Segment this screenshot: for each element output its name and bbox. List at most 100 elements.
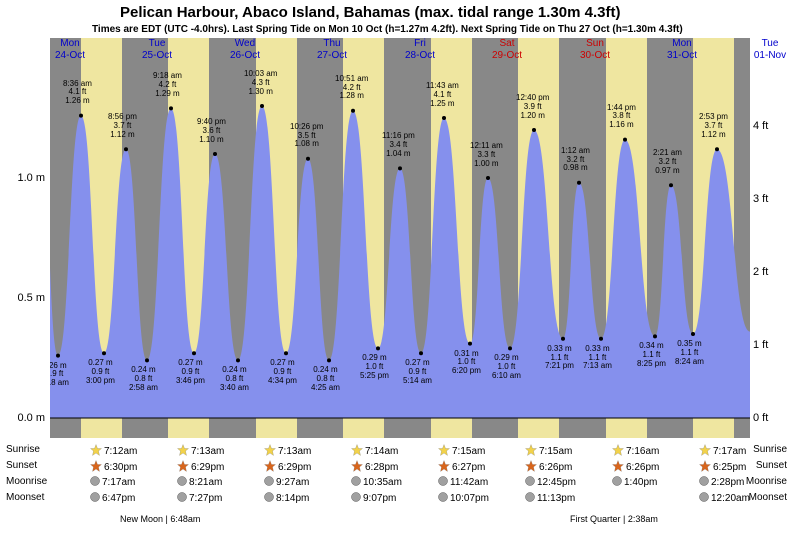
ephemeris-cell: 11:13pm (525, 492, 612, 505)
tide-point-label: 0.24 m0.8 ft2:58 am (129, 366, 158, 392)
ephemeris-cell: 6:27pm (438, 460, 525, 475)
y-axis-right-tick: 1 ft (753, 339, 783, 351)
ephemeris-cell: 6:28pm (351, 460, 438, 475)
ephemeris-cell: 7:17am (90, 476, 177, 489)
tide-point-label: 0.33 m1.1 ft7:13 am (583, 345, 612, 371)
new-moon-note: New Moon | 6:48am (120, 514, 200, 524)
ephemeris-cell: 6:25pm (699, 460, 786, 475)
row-label-left: Moonset (6, 492, 44, 503)
moon-icon (525, 476, 535, 489)
date-header: Tue01-Nov (740, 38, 793, 62)
first-quarter-note: First Quarter | 2:38am (570, 514, 658, 524)
ephemeris-cell: 10:35am (351, 476, 438, 489)
moon-icon (90, 476, 100, 489)
y-axis-right-tick: 2 ft (753, 266, 783, 278)
tide-point-label: 9:40 pm3.6 ft1.10 m (197, 118, 226, 144)
tide-chart: Pelican Harbour, Abaco Island, Bahamas (… (0, 0, 793, 539)
date-header: Mon24-Oct (40, 38, 100, 62)
tide-point-label: 9:18 am4.2 ft1.29 m (153, 72, 182, 98)
tide-point-label: 8:56 pm3.7 ft1.12 m (108, 113, 137, 139)
ephemeris-cell: 7:17am (699, 444, 786, 459)
ephemeris-cell: 6:29pm (177, 460, 264, 475)
ephemeris-cell: 1:40pm (612, 476, 699, 489)
tide-point-label: 1:44 pm3.8 ft1.16 m (607, 104, 636, 130)
ephemeris-cell: 11:42am (438, 476, 525, 489)
sunrise-icon (699, 444, 711, 459)
sunrise-icon (438, 444, 450, 459)
tide-point-label: 0.31 m1.0 ft6:20 pm (452, 350, 481, 376)
y-axis-left-tick: 0.0 m (10, 412, 45, 424)
date-header: Sun30-Oct (565, 38, 625, 62)
y-axis-left-tick: 1.0 m (10, 172, 45, 184)
moon-icon (90, 492, 100, 505)
row-label-left: Moonrise (6, 476, 47, 487)
tide-point-label: 11:43 am4.1 ft1.25 m (426, 82, 459, 108)
tide-point-label: 12:40 pm3.9 ft1.20 m (516, 94, 549, 120)
ephemeris-cell: 10:07pm (438, 492, 525, 505)
date-header: Tue25-Oct (127, 38, 187, 62)
tide-point-label: 0.27 m0.9 ft5:14 am (403, 359, 432, 385)
chart-subtitle: Times are EDT (UTC -4.0hrs). Last Spring… (92, 24, 683, 35)
ephemeris-cell: 6:47pm (90, 492, 177, 505)
ephemeris-cell: 9:07pm (351, 492, 438, 505)
plot-area: 0.26 m0.9 ft2:18 am 8:36 am4.1 ft1.26 m 0.… (50, 38, 750, 438)
moon-icon (438, 492, 448, 505)
ephemeris-cell: 12:45pm (525, 476, 612, 489)
tide-point-label: 10:03 am4.3 ft1.30 m (244, 70, 277, 96)
ephemeris-cell: 6:30pm (90, 460, 177, 475)
tide-point-label: 0.26 m0.9 ft2:18 am (50, 362, 69, 388)
ephemeris-cell: 8:21am (177, 476, 264, 489)
ephemeris-cell: 9:27am (264, 476, 351, 489)
tide-point-label: 0.24 m0.8 ft3:40 am (220, 366, 249, 392)
tide-point-label: 1:12 am3.2 ft0.98 m (561, 147, 590, 173)
sunset-icon (612, 460, 624, 475)
ephemeris-cell: 12:20am (699, 492, 786, 505)
tide-point-label: 0.29 m1.0 ft5:25 pm (360, 354, 389, 380)
ephemeris-cell: 7:12am (90, 444, 177, 459)
moon-icon (612, 476, 622, 489)
sunset-icon (90, 460, 102, 475)
tide-point-label: 0.27 m0.9 ft3:46 pm (176, 359, 205, 385)
tide-point-label: 8:36 am4.1 ft1.26 m (63, 80, 92, 106)
ephemeris-cell: 7:15am (525, 444, 612, 459)
tide-point-label: 2:53 pm3.7 ft1.12 m (699, 113, 728, 139)
tide-point-label: 12:11 am3.3 ft1.00 m (470, 142, 503, 168)
sunset-icon (264, 460, 276, 475)
tide-point-label: 2:21 am3.2 ft0.97 m (653, 149, 682, 175)
moon-icon (351, 492, 361, 505)
date-header: Mon31-Oct (652, 38, 712, 62)
moon-icon (525, 492, 535, 505)
sunset-icon (438, 460, 450, 475)
moon-icon (264, 492, 274, 505)
ephemeris-cell: 6:26pm (525, 460, 612, 475)
sunrise-icon (525, 444, 537, 459)
date-header: Wed26-Oct (215, 38, 275, 62)
ephemeris-cell: 8:14pm (264, 492, 351, 505)
y-axis-right-tick: 4 ft (753, 120, 783, 132)
moon-icon (177, 476, 187, 489)
sunrise-icon (612, 444, 624, 459)
ephemeris-cell: 7:13am (177, 444, 264, 459)
tide-point-label: 10:26 pm3.5 ft1.08 m (290, 123, 323, 149)
sunrise-icon (351, 444, 363, 459)
moon-icon (438, 476, 448, 489)
chart-title: Pelican Harbour, Abaco Island, Bahamas (… (120, 4, 620, 21)
y-axis-left-tick: 0.5 m (10, 292, 45, 304)
sunset-icon (699, 460, 711, 475)
tide-point-label: 0.27 m0.9 ft4:34 pm (268, 359, 297, 385)
ephemeris-cell: 7:27pm (177, 492, 264, 505)
ephemeris-cell: 7:16am (612, 444, 699, 459)
sunrise-icon (264, 444, 276, 459)
tide-point-label: 0.33 m1.1 ft7:21 pm (545, 345, 574, 371)
moon-icon (264, 476, 274, 489)
moon-icon (351, 476, 361, 489)
ephemeris-cell: 6:26pm (612, 460, 699, 475)
tide-point-label: 0.27 m0.9 ft3:00 pm (86, 359, 115, 385)
date-header: Thu27-Oct (302, 38, 362, 62)
tide-point-label: 0.24 m0.8 ft4:25 am (311, 366, 340, 392)
sunset-icon (351, 460, 363, 475)
tide-point-label: 11:16 pm3.4 ft1.04 m (382, 132, 415, 158)
tide-point-label: 0.34 m1.1 ft8:25 pm (637, 342, 666, 368)
ephemeris-cell: 6:29pm (264, 460, 351, 475)
row-label-left: Sunset (6, 460, 37, 471)
